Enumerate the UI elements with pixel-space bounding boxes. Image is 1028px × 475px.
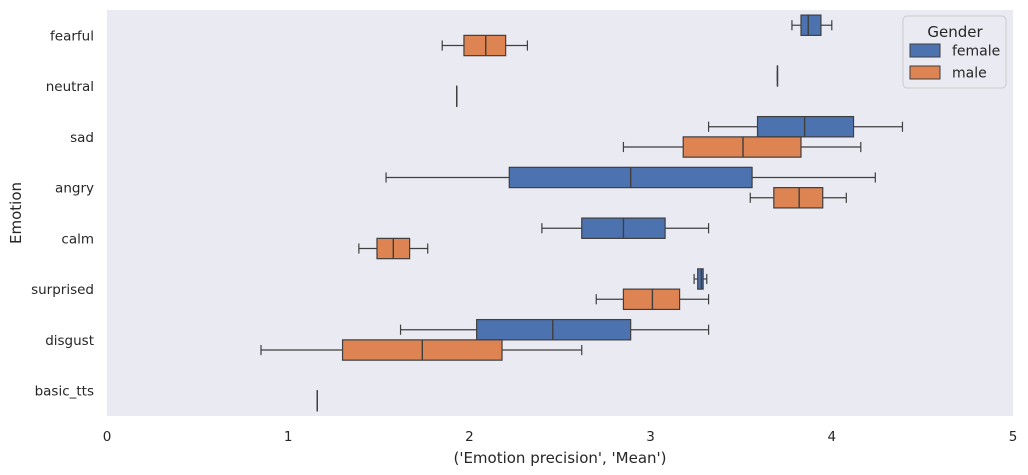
iqr-box-fearful-male [463,34,507,57]
legend-swatch-female [909,43,941,58]
x-tick-1: 1 [284,429,293,445]
x-tick-3: 3 [646,429,655,445]
box-sad-male [622,136,862,158]
plot-area [107,10,1013,416]
y-tick-calm: calm [61,231,94,247]
box-fearful-male [441,34,528,57]
x-axis-title: ('Emotion precision', 'Mean') [453,449,666,467]
box-sad-female [707,115,904,138]
box-surprised-female [693,268,708,290]
iqr-box-surprised-female [697,268,704,290]
x-tick-labels: 0 1 2 3 4 5 [103,429,1018,445]
x-tick-4: 4 [828,429,837,445]
box-angry-male [749,187,847,209]
y-tick-labels: fearful neutral sad angry calm surprised disgu… [31,28,94,399]
box-calm-female [541,217,710,239]
box-calm-male [358,237,429,260]
legend: Gender female male [902,15,1007,89]
iqr-box-disgust-female [476,318,632,341]
y-tick-angry: angry [55,181,94,197]
iqr-box-surprised-male [622,288,681,311]
iqr-box-sad-female [756,115,855,138]
y-tick-surprised: surprised [31,282,94,298]
box-disgust-male [260,339,583,361]
box-angry-female [385,166,876,189]
box-fearful-female [791,14,833,36]
legend-title: Gender [927,23,983,41]
x-tick-2: 2 [465,429,474,445]
iqr-box-fearful-female [800,14,822,36]
y-tick-fearful: fearful [50,28,94,44]
y-axis-title: Emotion [7,182,25,244]
legend-label-male: male [952,66,987,82]
y-tick-neutral: neutral [46,79,94,95]
boxes-layer [260,14,904,412]
legend-label-female: female [952,44,1000,60]
box-disgust-female [399,318,710,341]
y-tick-sad: sad [70,130,94,146]
box-surprised-male [595,288,710,311]
y-tick-disgust: disgust [45,333,94,349]
iqr-box-sad-male [682,136,802,158]
iqr-box-angry-male [773,187,824,209]
x-tick-5: 5 [1009,429,1018,445]
legend-items: female male [909,43,1000,82]
x-tick-0: 0 [103,429,112,445]
y-tick-basic-tts: basic_tts [35,384,94,400]
legend-swatch-male [909,65,941,80]
